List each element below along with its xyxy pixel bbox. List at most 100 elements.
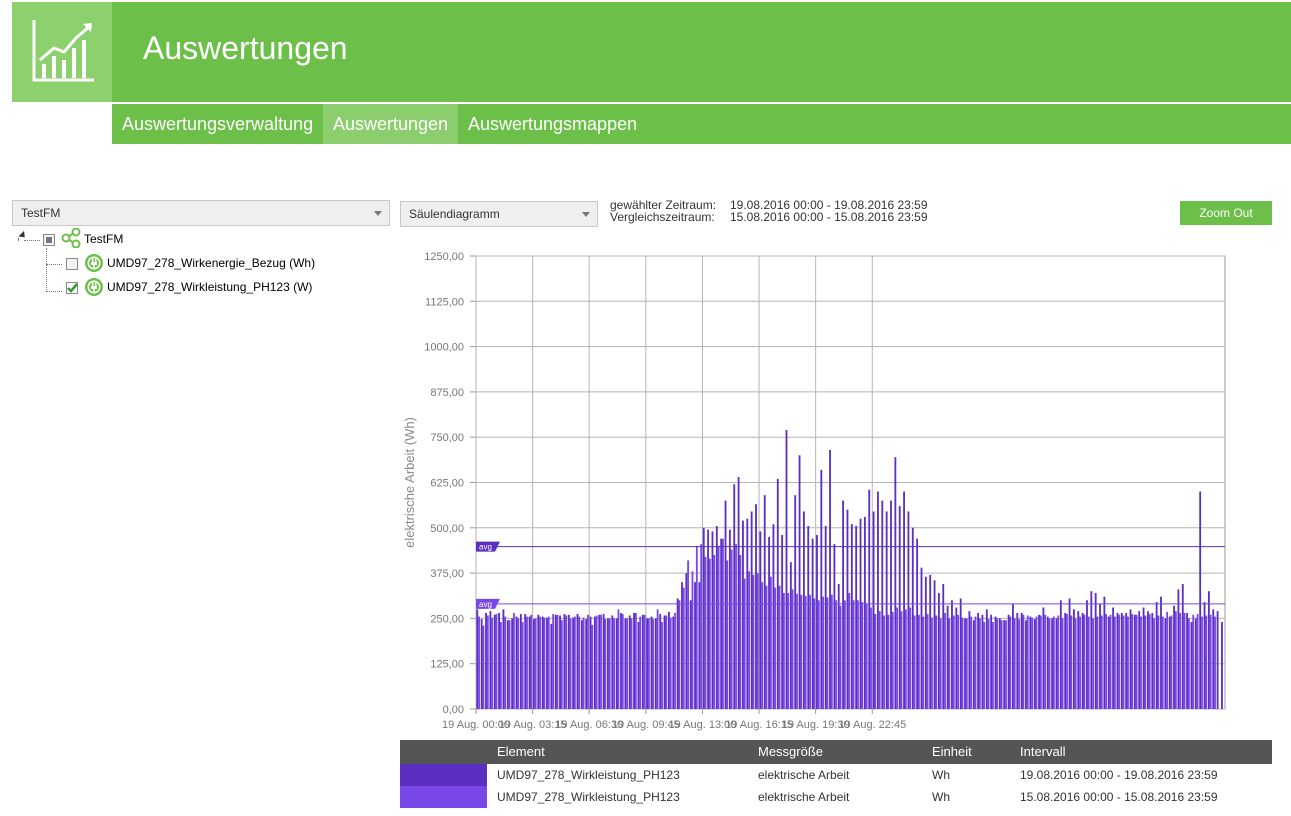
bar: [672, 616, 675, 709]
tree-line: [24, 240, 40, 241]
bar: [1161, 616, 1164, 709]
bar: [948, 618, 951, 709]
tree-item-label[interactable]: UMD97_278_Wirkenergie_Bezug (Wh): [107, 256, 316, 270]
bar: [1022, 614, 1025, 709]
bar: [722, 538, 724, 709]
bar: [604, 619, 607, 709]
tab-auswertungsverwaltung[interactable]: Auswertungsverwaltung: [122, 114, 314, 134]
bar: [541, 616, 544, 709]
bar: [946, 605, 949, 709]
legend-row: UMD97_278_Wirkleistung_PH123 elektrische…: [400, 764, 1272, 786]
bar: [798, 455, 801, 709]
bar: [739, 554, 742, 709]
y-tick-label: 0,00: [443, 704, 464, 716]
bar: [1118, 614, 1121, 709]
bar: [1074, 618, 1077, 709]
bar: [582, 617, 585, 709]
bar: [626, 618, 629, 709]
share-icon: [61, 227, 81, 249]
bar: [942, 583, 945, 709]
chevron-down-icon: [374, 211, 382, 216]
checkmark-icon: [67, 283, 78, 293]
bar: [1194, 618, 1197, 709]
bar: [685, 573, 688, 709]
bar: [1160, 596, 1162, 709]
bar: [750, 511, 753, 709]
bar: [491, 617, 494, 709]
zoom-out-button[interactable]: Zoom Out: [1180, 201, 1272, 225]
bar: [765, 585, 768, 709]
bar: [587, 614, 589, 709]
bar: [694, 582, 696, 709]
bar: [556, 614, 559, 709]
bar: [513, 612, 515, 709]
bar: [1151, 612, 1154, 709]
bar: [1033, 619, 1036, 709]
legend-einheit: Wh: [932, 790, 950, 804]
bar: [998, 618, 1001, 709]
bar: [813, 598, 816, 709]
bar: [1190, 622, 1193, 709]
bar: [560, 620, 563, 709]
bar: [816, 535, 818, 709]
bar: [807, 525, 810, 709]
bar: [1107, 616, 1110, 709]
bar: [1087, 616, 1090, 709]
bar: [613, 618, 616, 709]
bar: [728, 529, 731, 709]
chart-type-select[interactable]: Säulendiagramm: [400, 201, 598, 227]
bar: [620, 612, 622, 709]
tab-auswertungsmappen[interactable]: Auswertungsmappen: [468, 114, 638, 134]
bar: [552, 614, 555, 709]
bar: [656, 609, 659, 709]
bar: [794, 495, 797, 709]
bar: [791, 589, 794, 709]
bar: [1209, 614, 1212, 709]
bar: [700, 544, 703, 709]
bar: [1199, 491, 1202, 709]
bar: [972, 620, 975, 709]
bar: [1103, 596, 1106, 709]
bar: [517, 618, 520, 709]
tree-root-checkbox[interactable]: [43, 234, 55, 246]
tree-item-checkbox[interactable]: [66, 282, 78, 294]
bar: [872, 511, 875, 709]
tree-item-label[interactable]: UMD97_278_Wirkleistung_PH123 (W): [107, 280, 313, 294]
tree-collapse-icon[interactable]: [18, 230, 28, 241]
bar: [589, 616, 592, 709]
location-select[interactable]: TestFM: [12, 200, 390, 226]
logo: [12, 2, 112, 102]
bar: [881, 500, 884, 709]
bar: [708, 558, 711, 709]
bar: [931, 617, 933, 709]
bar: [1164, 618, 1167, 709]
legend-einheit: Wh: [932, 768, 950, 782]
tree-item-checkbox[interactable]: [66, 258, 78, 270]
x-tick-label: 19 Aug. 13:00: [668, 719, 736, 731]
bar: [515, 616, 518, 709]
bar-chart[interactable]: 0,00 125,00 250,00 375,00 500,00 625,00 750,00…: [390, 245, 1290, 740]
bar: [900, 611, 903, 709]
bar: [742, 520, 744, 709]
bar: [489, 611, 492, 709]
bar: [959, 598, 962, 709]
legend-header-messgroesse: Messgröße: [758, 744, 824, 759]
bar: [743, 578, 746, 709]
bar: [528, 616, 531, 709]
bar: [1026, 615, 1029, 709]
bar: [1035, 616, 1038, 709]
bar: [868, 489, 871, 709]
bar: [987, 619, 990, 709]
bar: [850, 524, 853, 709]
tree-root-label[interactable]: TestFM: [84, 232, 124, 246]
tab-auswertungen[interactable]: Auswertungen: [323, 104, 458, 144]
bar: [713, 554, 716, 709]
bar: [1157, 615, 1160, 709]
bar: [595, 615, 598, 709]
bar: [1055, 618, 1058, 709]
bar: [1179, 612, 1182, 709]
bar: [774, 587, 777, 709]
bar: [833, 544, 836, 709]
main-nav: Auswertungsverwaltung Auswertungen Auswe…: [112, 104, 1291, 144]
bar: [654, 618, 657, 709]
